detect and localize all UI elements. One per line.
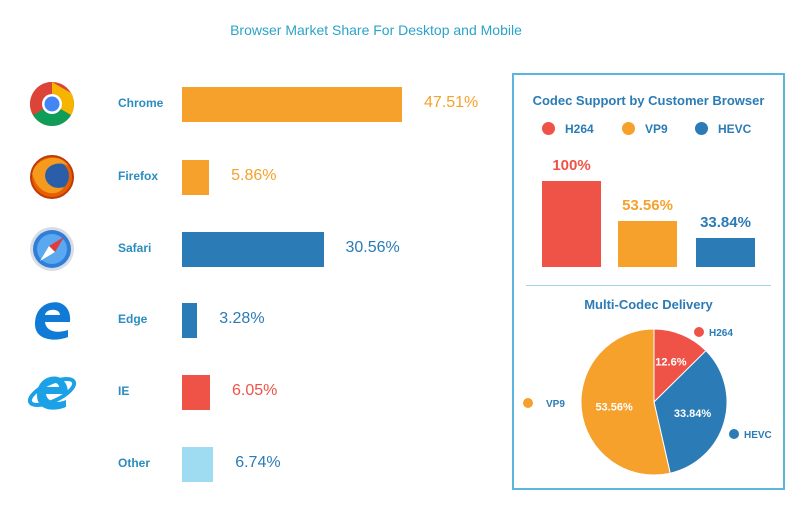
pie-legend-dot <box>523 398 533 408</box>
safari-icon <box>26 225 78 273</box>
category-label: Edge <box>118 312 148 326</box>
codec-value-label: 53.56% <box>622 196 673 214</box>
pie-slice-vp9 <box>580 328 671 476</box>
codec-bar-vp9 <box>618 220 677 267</box>
codec-bar-hevc <box>696 237 755 267</box>
bar-row-edge: Edge 3.28% <box>0 296 500 346</box>
legend-swatch <box>622 122 635 135</box>
panel-divider <box>526 285 771 286</box>
firefox-icon <box>26 153 78 201</box>
bar-other <box>182 447 214 482</box>
chart-title: Browser Market Share For Desktop and Mob… <box>230 22 522 38</box>
category-label: Other <box>118 456 151 470</box>
bar-chrome <box>182 87 402 122</box>
chrome-icon <box>26 80 78 128</box>
legend-label: H264 <box>565 122 594 136</box>
bar-safari <box>182 232 324 267</box>
codec-panel: Codec Support by Customer Browser H264 VP… <box>512 73 785 490</box>
legend-label: HEVC <box>718 122 752 136</box>
bar-firefox <box>182 160 210 195</box>
codec-value-label: 33.84% <box>700 213 751 231</box>
pie-value-label: 53.56% <box>595 401 633 413</box>
legend-item-h264: H264 <box>542 122 594 136</box>
pie-legend-dot <box>729 429 739 439</box>
category-label: Chrome <box>118 96 164 110</box>
pie-value-label: 33.84% <box>674 408 712 420</box>
pie-legend-label: VP9 <box>546 399 565 410</box>
value-label: 6.74% <box>235 454 281 471</box>
value-label: 5.86% <box>231 167 277 184</box>
pie-value-label: 12.6% <box>655 357 686 369</box>
value-label: 3.28% <box>219 310 265 327</box>
value-label: 6.05% <box>232 382 278 399</box>
value-label: 30.56% <box>345 239 400 256</box>
legend-swatch <box>542 122 555 135</box>
edge-icon <box>26 296 78 344</box>
legend-item-vp9: VP9 <box>622 122 668 136</box>
pie-legend-label: H264 <box>709 328 733 339</box>
legend-label: VP9 <box>645 122 668 136</box>
bar-row-chrome: Chrome 47.51% <box>0 80 500 130</box>
pie-slice-h264 <box>653 328 707 404</box>
bar-row-other: Other 6.74% <box>0 440 500 490</box>
legend-item-hevc: HEVC <box>695 122 751 136</box>
legend-swatch <box>695 122 708 135</box>
codec-bar-h264 <box>542 181 601 267</box>
category-label: IE <box>118 384 130 398</box>
value-label: 47.51% <box>424 94 479 111</box>
codec-value-label: 100% <box>552 157 591 174</box>
bar-edge <box>182 303 198 338</box>
ie-icon <box>26 368 78 416</box>
multi-codec-title: Multi-Codec Delivery <box>584 297 713 312</box>
multi-codec-pie: 12.6% H264 33.84% HEVC 53.56% VP9 <box>523 327 772 476</box>
bar-row-firefox: Firefox 5.86% <box>0 153 500 203</box>
pie-slice-hevc <box>653 349 728 474</box>
codec-support-title: Codec Support by Customer Browser <box>532 93 765 108</box>
pie-legend-label: HEVC <box>744 430 772 441</box>
bar-row-safari: Safari 30.56% <box>0 225 500 275</box>
category-label: Firefox <box>118 169 159 183</box>
category-label: Safari <box>118 241 152 255</box>
bar-ie <box>182 375 210 410</box>
bar-row-ie: IE 6.05% <box>0 368 500 418</box>
pie-legend-dot <box>694 327 704 337</box>
